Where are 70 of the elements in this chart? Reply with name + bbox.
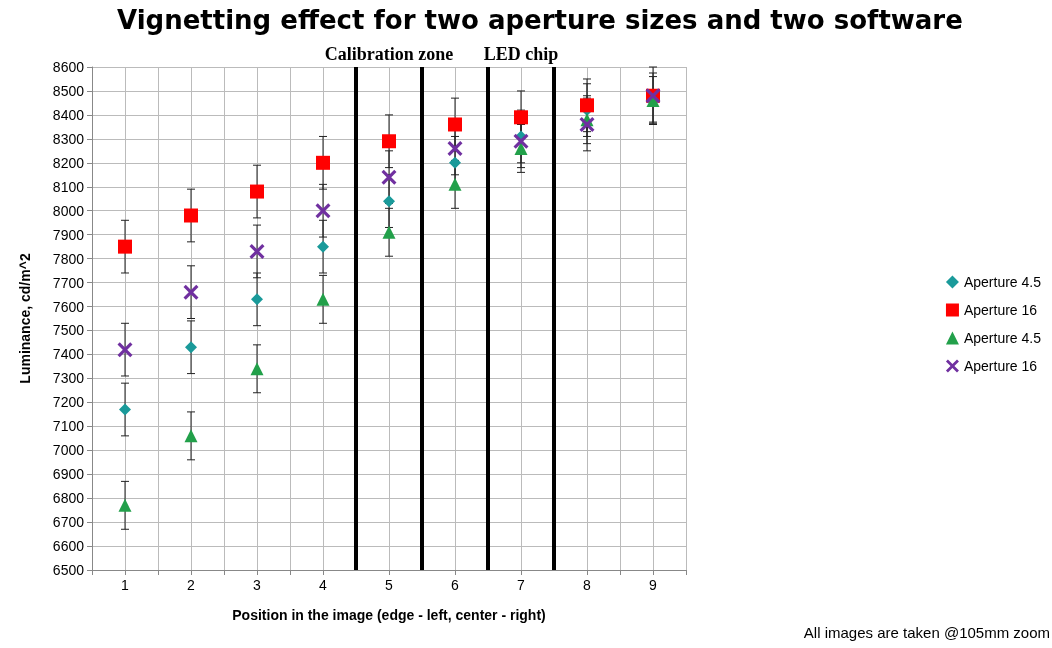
point <box>316 155 330 170</box>
point <box>117 342 133 358</box>
y-tick-label: 6900 <box>52 466 85 483</box>
y-tick-label: 7400 <box>52 346 85 363</box>
point <box>449 156 461 169</box>
y-tick-label: 8600 <box>52 59 85 75</box>
point <box>250 184 264 199</box>
y-tick-label: 8400 <box>52 106 85 123</box>
point <box>447 140 463 156</box>
y-axis-title: Luminance, cd/m^2 <box>17 253 33 384</box>
point <box>317 240 329 253</box>
point <box>514 110 528 125</box>
ref-line-label: LED chip <box>483 44 559 64</box>
point <box>383 195 395 208</box>
point <box>448 177 462 191</box>
x-tick-label: 9 <box>649 577 658 593</box>
y-tick-label: 7100 <box>52 418 85 435</box>
point <box>382 134 396 149</box>
x-tick-label: 2 <box>187 577 196 593</box>
y-tick-label: 7300 <box>52 370 85 387</box>
y-tick-label: 6500 <box>52 562 85 578</box>
x-tick-label: 1 <box>121 577 130 593</box>
y-tick-label: 7000 <box>52 442 85 459</box>
x-tick-label: 6 <box>451 577 460 593</box>
point <box>249 243 265 259</box>
point <box>315 203 331 219</box>
x-tick-label: 5 <box>385 577 394 593</box>
x-tick-label: 3 <box>253 577 262 593</box>
point <box>119 403 131 416</box>
y-tick-label: 8500 <box>52 82 85 99</box>
point <box>514 141 528 155</box>
legend-label: Aperture 4.5 <box>963 330 1042 346</box>
y-tick-label: 7800 <box>52 250 85 267</box>
y-tick-label: 7200 <box>52 394 85 411</box>
point <box>513 133 529 149</box>
point <box>316 292 330 306</box>
point <box>118 239 132 254</box>
point <box>580 98 594 113</box>
y-tick-label: 6800 <box>52 490 85 507</box>
legend-label: Aperture 16 <box>963 302 1038 318</box>
y-tick-label: 8000 <box>52 202 85 219</box>
legend-label: Aperture 4.5 <box>963 274 1042 290</box>
y-tick-label: 8100 <box>52 178 85 195</box>
y-tick-label: 7500 <box>52 322 85 339</box>
y-tick-label: 7700 <box>52 274 85 291</box>
point <box>381 169 397 185</box>
y-tick-label: 7900 <box>52 226 85 243</box>
x-tick-label: 7 <box>517 577 526 593</box>
x-tick-label: 8 <box>583 577 592 593</box>
point <box>251 293 263 306</box>
point <box>118 498 132 512</box>
chart-title: Vignetting effect for two aperture sizes and two software <box>117 5 963 35</box>
y-tick-label: 8200 <box>52 154 85 171</box>
x-axis-title: Position in the image (edge - left, center - right) <box>232 607 546 623</box>
point <box>184 429 198 443</box>
point <box>184 208 198 223</box>
point <box>183 284 199 300</box>
point <box>185 341 197 354</box>
ref-line-label: Calibration zone <box>324 44 454 64</box>
point <box>250 362 264 376</box>
y-tick-label: 6600 <box>52 538 85 555</box>
x-tick-label: 4 <box>319 577 328 593</box>
legend-label: Aperture 16 <box>963 358 1038 374</box>
y-tick-label: 8300 <box>52 130 85 147</box>
point <box>382 225 396 239</box>
text: All images are taken @105mm zoom <box>803 624 1051 641</box>
y-tick-label: 6700 <box>52 514 85 531</box>
point <box>448 117 462 132</box>
y-tick-label: 7600 <box>52 298 85 315</box>
point <box>579 116 595 132</box>
